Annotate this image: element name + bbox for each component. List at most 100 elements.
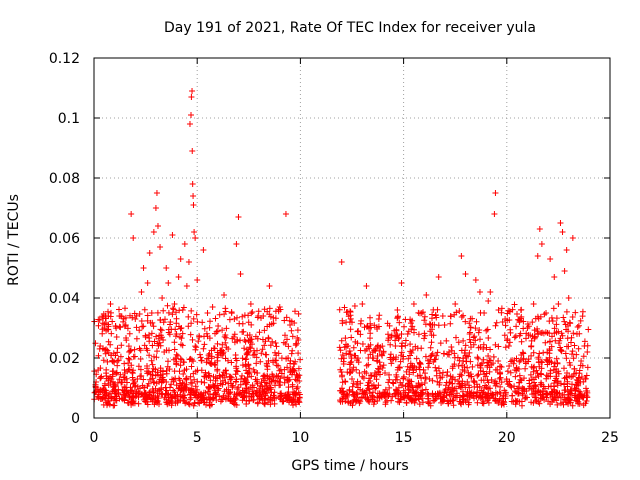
roti-point-dense [584,342,591,349]
roti-point-dense [216,393,223,400]
roti-point-dense [583,385,589,392]
roti-point-dense [550,305,557,312]
roti-point-dense [261,327,268,334]
roti-point-dense [116,376,123,383]
roti-point [462,271,469,277]
roti-point-dense [149,361,156,368]
roti-point [117,313,124,319]
roti-point-dense [341,344,348,351]
roti-point-dense [235,390,242,396]
roti-point [487,289,494,295]
roti-point-dense [225,380,232,387]
roti-point [338,259,345,265]
roti-point-dense [536,350,543,357]
roti-point-dense [232,379,239,385]
roti-point [97,343,104,349]
roti-point-dense [153,354,160,361]
roti-point [561,268,568,274]
roti-point-dense [531,327,538,334]
roti-point-dense [141,384,148,391]
roti-point-dense [553,366,560,372]
roti-point-dense [480,398,487,405]
roti-point-dense [133,335,140,342]
roti-point-dense [455,339,462,346]
roti-point-dense [443,372,450,379]
roti-point-dense [140,376,147,383]
roti-point-dense [426,360,433,367]
roti-point-dense [281,379,288,386]
roti-point-dense [504,336,511,342]
roti-point-dense [422,353,429,360]
roti-point-dense [126,330,133,337]
roti-point-dense [164,302,171,309]
roti-point-dense [555,370,562,377]
roti-point-dense [198,396,205,403]
roti-point-dense [430,332,437,339]
roti-point-dense [177,387,184,394]
roti-point [231,316,238,322]
roti-point-dense [491,380,498,386]
roti-point-dense [282,392,289,398]
roti-point-dense [285,355,292,361]
roti-point-dense [266,379,273,386]
roti-point-dense [239,394,246,401]
roti-point-dense [408,320,414,327]
roti-point-dense [535,373,542,380]
roti-point-dense [372,385,379,392]
roti-point-dense [402,342,409,349]
roti-point-dense [243,351,250,357]
roti-point-dense [474,372,481,379]
roti-point-dense [549,333,555,340]
roti-point-dense [112,383,119,390]
roti-point-dense [403,399,410,406]
roti-point-dense [566,319,573,326]
roti-point-dense [494,366,501,373]
roti-point-dense [435,365,442,372]
roti-point-dense [108,309,114,316]
roti-point-dense [464,364,471,371]
roti-point-dense [398,352,404,359]
roti-point [485,298,492,304]
roti-point-dense [382,386,389,393]
roti-point [113,334,120,340]
roti-point-dense [173,382,180,389]
roti-point-dense [461,393,467,399]
roti-point-dense [547,370,554,377]
roti-point [394,307,401,313]
roti-point-dense [248,393,255,400]
roti-point-dense [495,343,502,350]
roti-point-dense [346,361,353,368]
roti-point-dense [552,377,558,384]
roti-point-dense [434,378,441,385]
roti-point-dense [515,316,522,323]
roti-point-dense [100,401,107,408]
roti-point-dense [443,337,450,344]
roti-point-dense [289,369,296,375]
roti-point-dense [434,349,441,356]
roti-point-dense [245,362,252,369]
roti-point-dense [425,364,432,371]
roti-point-dense [177,393,184,400]
roti-point-dense [225,357,231,364]
roti-point-dense [212,330,218,337]
roti-point-dense [130,367,137,374]
y-tick-label: 0.06 [49,231,80,247]
roti-point-dense [345,313,352,320]
roti-point-dense [120,318,127,325]
roti-point-dense [450,397,457,404]
roti-point-dense [420,309,426,316]
roti-point-dense [466,399,472,406]
roti-point-dense [479,360,486,367]
roti-point [382,370,389,376]
roti-point [126,349,133,355]
roti-point-dense [201,341,208,348]
roti-point [446,349,453,355]
roti-point-dense [206,350,213,357]
roti-point-dense [513,355,520,362]
roti-point-dense [95,388,102,395]
roti-point-dense [185,313,192,320]
roti-point-dense [236,390,243,397]
roti-point [173,331,180,337]
roti-point-dense [497,383,504,390]
roti-point-dense [150,323,157,330]
